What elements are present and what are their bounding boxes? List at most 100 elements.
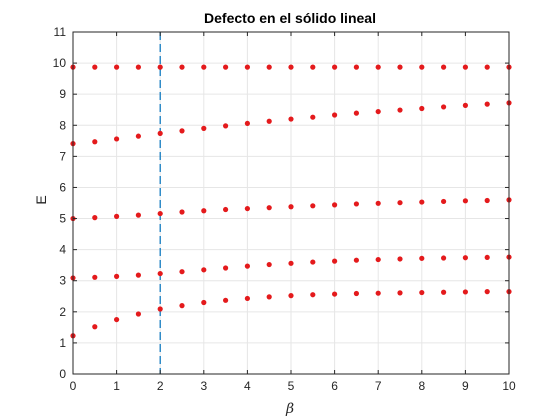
data-point <box>244 263 250 269</box>
data-point <box>332 291 338 297</box>
data-point <box>375 290 381 296</box>
y-tick-label: 7 <box>59 149 66 163</box>
y-tick-label: 6 <box>59 180 66 194</box>
data-point <box>310 203 316 209</box>
data-point <box>201 208 207 214</box>
data-point <box>288 116 294 122</box>
data-point <box>353 110 359 116</box>
data-point <box>157 210 163 217</box>
data-point <box>135 133 141 139</box>
data-point <box>223 123 229 129</box>
data-point <box>419 199 425 205</box>
data-point <box>179 303 185 309</box>
data-point <box>92 64 98 70</box>
data-point <box>266 261 272 268</box>
data-point <box>223 64 229 70</box>
data-point <box>441 104 447 110</box>
y-tick-label: 5 <box>59 212 66 226</box>
data-point <box>244 64 250 70</box>
data-point <box>135 272 141 278</box>
data-point <box>462 255 468 261</box>
y-tick-label: 10 <box>53 56 67 70</box>
data-point <box>419 64 425 70</box>
data-point <box>375 64 381 70</box>
data-point <box>310 259 316 265</box>
y-tick-label: 2 <box>59 305 66 319</box>
y-tick-label: 0 <box>59 367 66 381</box>
data-point <box>397 290 403 296</box>
data-point <box>157 64 163 70</box>
data-point <box>375 108 381 115</box>
data-point <box>135 212 141 218</box>
data-point <box>441 198 447 205</box>
data-point <box>179 209 185 215</box>
data-point <box>353 64 359 70</box>
data-point <box>310 64 316 70</box>
data-point <box>288 64 294 70</box>
data-point <box>397 200 403 206</box>
y-tick-label: 9 <box>59 87 66 101</box>
y-tick-label: 8 <box>59 118 66 132</box>
x-tick-label: 10 <box>502 379 516 393</box>
data-point <box>288 260 294 266</box>
data-point <box>484 64 490 70</box>
data-point <box>92 139 98 145</box>
data-point <box>201 125 207 131</box>
data-point <box>397 256 403 262</box>
data-point <box>114 273 120 279</box>
data-point <box>157 270 163 277</box>
data-point <box>266 205 272 211</box>
x-axis-label: β <box>285 401 294 417</box>
data-point <box>484 254 490 261</box>
data-point <box>375 256 381 263</box>
data-point <box>157 306 163 312</box>
y-tick-label: 4 <box>59 243 66 257</box>
data-point <box>135 64 141 70</box>
data-point <box>179 64 185 70</box>
data-point <box>441 255 447 261</box>
data-point <box>266 294 272 300</box>
data-point <box>201 267 207 273</box>
data-point <box>484 101 490 107</box>
data-point <box>266 64 272 70</box>
data-point <box>223 297 229 303</box>
data-point <box>484 197 490 204</box>
y-tick-label: 1 <box>59 336 66 350</box>
data-point <box>462 289 468 295</box>
data-point <box>332 202 338 208</box>
data-point <box>310 292 316 298</box>
data-point <box>244 295 250 302</box>
data-point <box>114 64 120 70</box>
data-point <box>462 64 468 70</box>
x-tick-label: 1 <box>113 379 120 393</box>
x-tick-label: 5 <box>288 379 295 393</box>
data-point <box>114 316 120 323</box>
data-point <box>310 114 316 120</box>
data-point <box>114 136 120 142</box>
data-point <box>353 290 359 297</box>
data-point <box>157 130 163 136</box>
data-point <box>135 311 141 317</box>
data-point <box>462 102 468 108</box>
tick-labels: 0 1 2 3 4 5 6 7 8 9 10 0 1 2 3 4 5 6 7 8 9 10 11 <box>53 25 516 393</box>
x-tick-label: 7 <box>375 379 382 393</box>
data-point <box>114 213 120 219</box>
y-tick-label: 3 <box>59 274 66 288</box>
x-tick-label: 0 <box>70 379 77 393</box>
x-tick-label: 3 <box>200 379 207 393</box>
data-point <box>223 206 229 213</box>
data-point <box>179 128 185 134</box>
data-point <box>201 299 207 306</box>
data-point <box>223 265 229 271</box>
data-point <box>419 255 425 261</box>
data-point <box>288 204 294 210</box>
y-tick-label: 11 <box>54 25 67 39</box>
data-point <box>397 107 403 113</box>
data-point <box>201 64 207 70</box>
data-point <box>353 257 359 263</box>
data-point <box>441 289 447 295</box>
axes <box>72 31 510 375</box>
data-point <box>179 269 185 275</box>
data-point <box>332 64 338 70</box>
